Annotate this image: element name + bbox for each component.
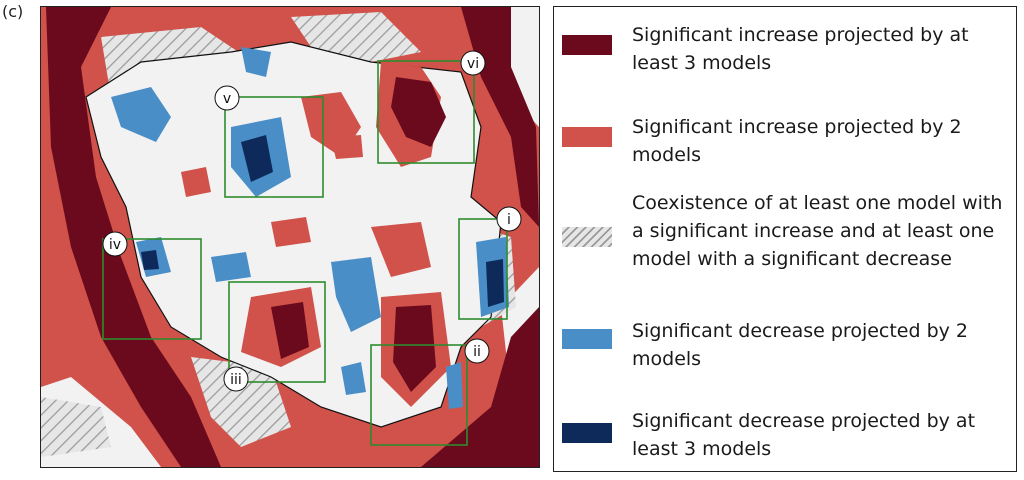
strong-increase-zone [46,7,221,467]
legend: Significant increase projected by at lea… [553,6,1017,472]
region-marker-v: v [214,85,240,111]
map-canvas: v vi i iv iii ii [41,7,539,467]
region-marker-vi: vi [460,50,486,76]
region-label: ii [473,344,481,360]
region-label: iii [230,372,242,388]
legend-label: Coexistence of at least one model with a… [632,192,1003,270]
roi-box-v [224,96,324,198]
region-label: vi [467,56,479,72]
legend-swatch-hatched [562,227,612,247]
panel-label: (c) [2,2,24,21]
strong-increase-zone [391,77,446,147]
decrease-zone [341,362,366,395]
legend-swatch [562,127,612,147]
strong-increase-zone [421,307,539,467]
mixed-zone [191,357,291,447]
increase-zone [331,135,363,159]
mixed-zone [41,397,111,457]
mixed-zone [291,12,421,62]
region-marker-i: i [496,206,522,232]
study-area-outline [85,41,502,428]
legend-label: Significant increase projected by 2 mode… [632,116,962,166]
roi-box-i [458,218,508,320]
roi-box-ii [370,344,468,446]
region-label: i [507,212,511,228]
region-marker-iii: iii [223,366,249,392]
legend-swatch [562,423,612,443]
region-marker-ii: ii [464,338,490,364]
region-label: iv [109,237,121,253]
increase-zone [271,217,311,247]
map: v vi i iv iii ii [40,6,540,468]
strong-decrease-zone [141,250,159,270]
legend-label: Significant decrease projected by at lea… [632,410,976,460]
legend-label: Significant increase projected by at lea… [632,24,969,74]
roi-box-vi [377,60,475,164]
roi-box-iii [228,281,326,383]
increase-zone [181,167,211,197]
legend-label: Significant decrease projected by 2 mode… [632,320,969,370]
strong-increase-zone [271,302,309,359]
region-marker-iv: iv [102,231,128,257]
decrease-zone [111,87,171,142]
increase-zone [371,222,431,277]
decrease-zone [211,252,251,282]
strong-increase-zone [393,305,436,392]
region-label: v [223,91,231,107]
strong-decrease-zone [486,259,504,307]
legend-swatch [562,35,612,55]
decrease-zone [331,257,381,332]
decrease-zone [241,47,271,77]
decrease-zone [446,362,463,409]
strong-decrease-zone [241,135,273,182]
roi-box-iv [102,238,202,340]
legend-swatch [562,329,612,349]
